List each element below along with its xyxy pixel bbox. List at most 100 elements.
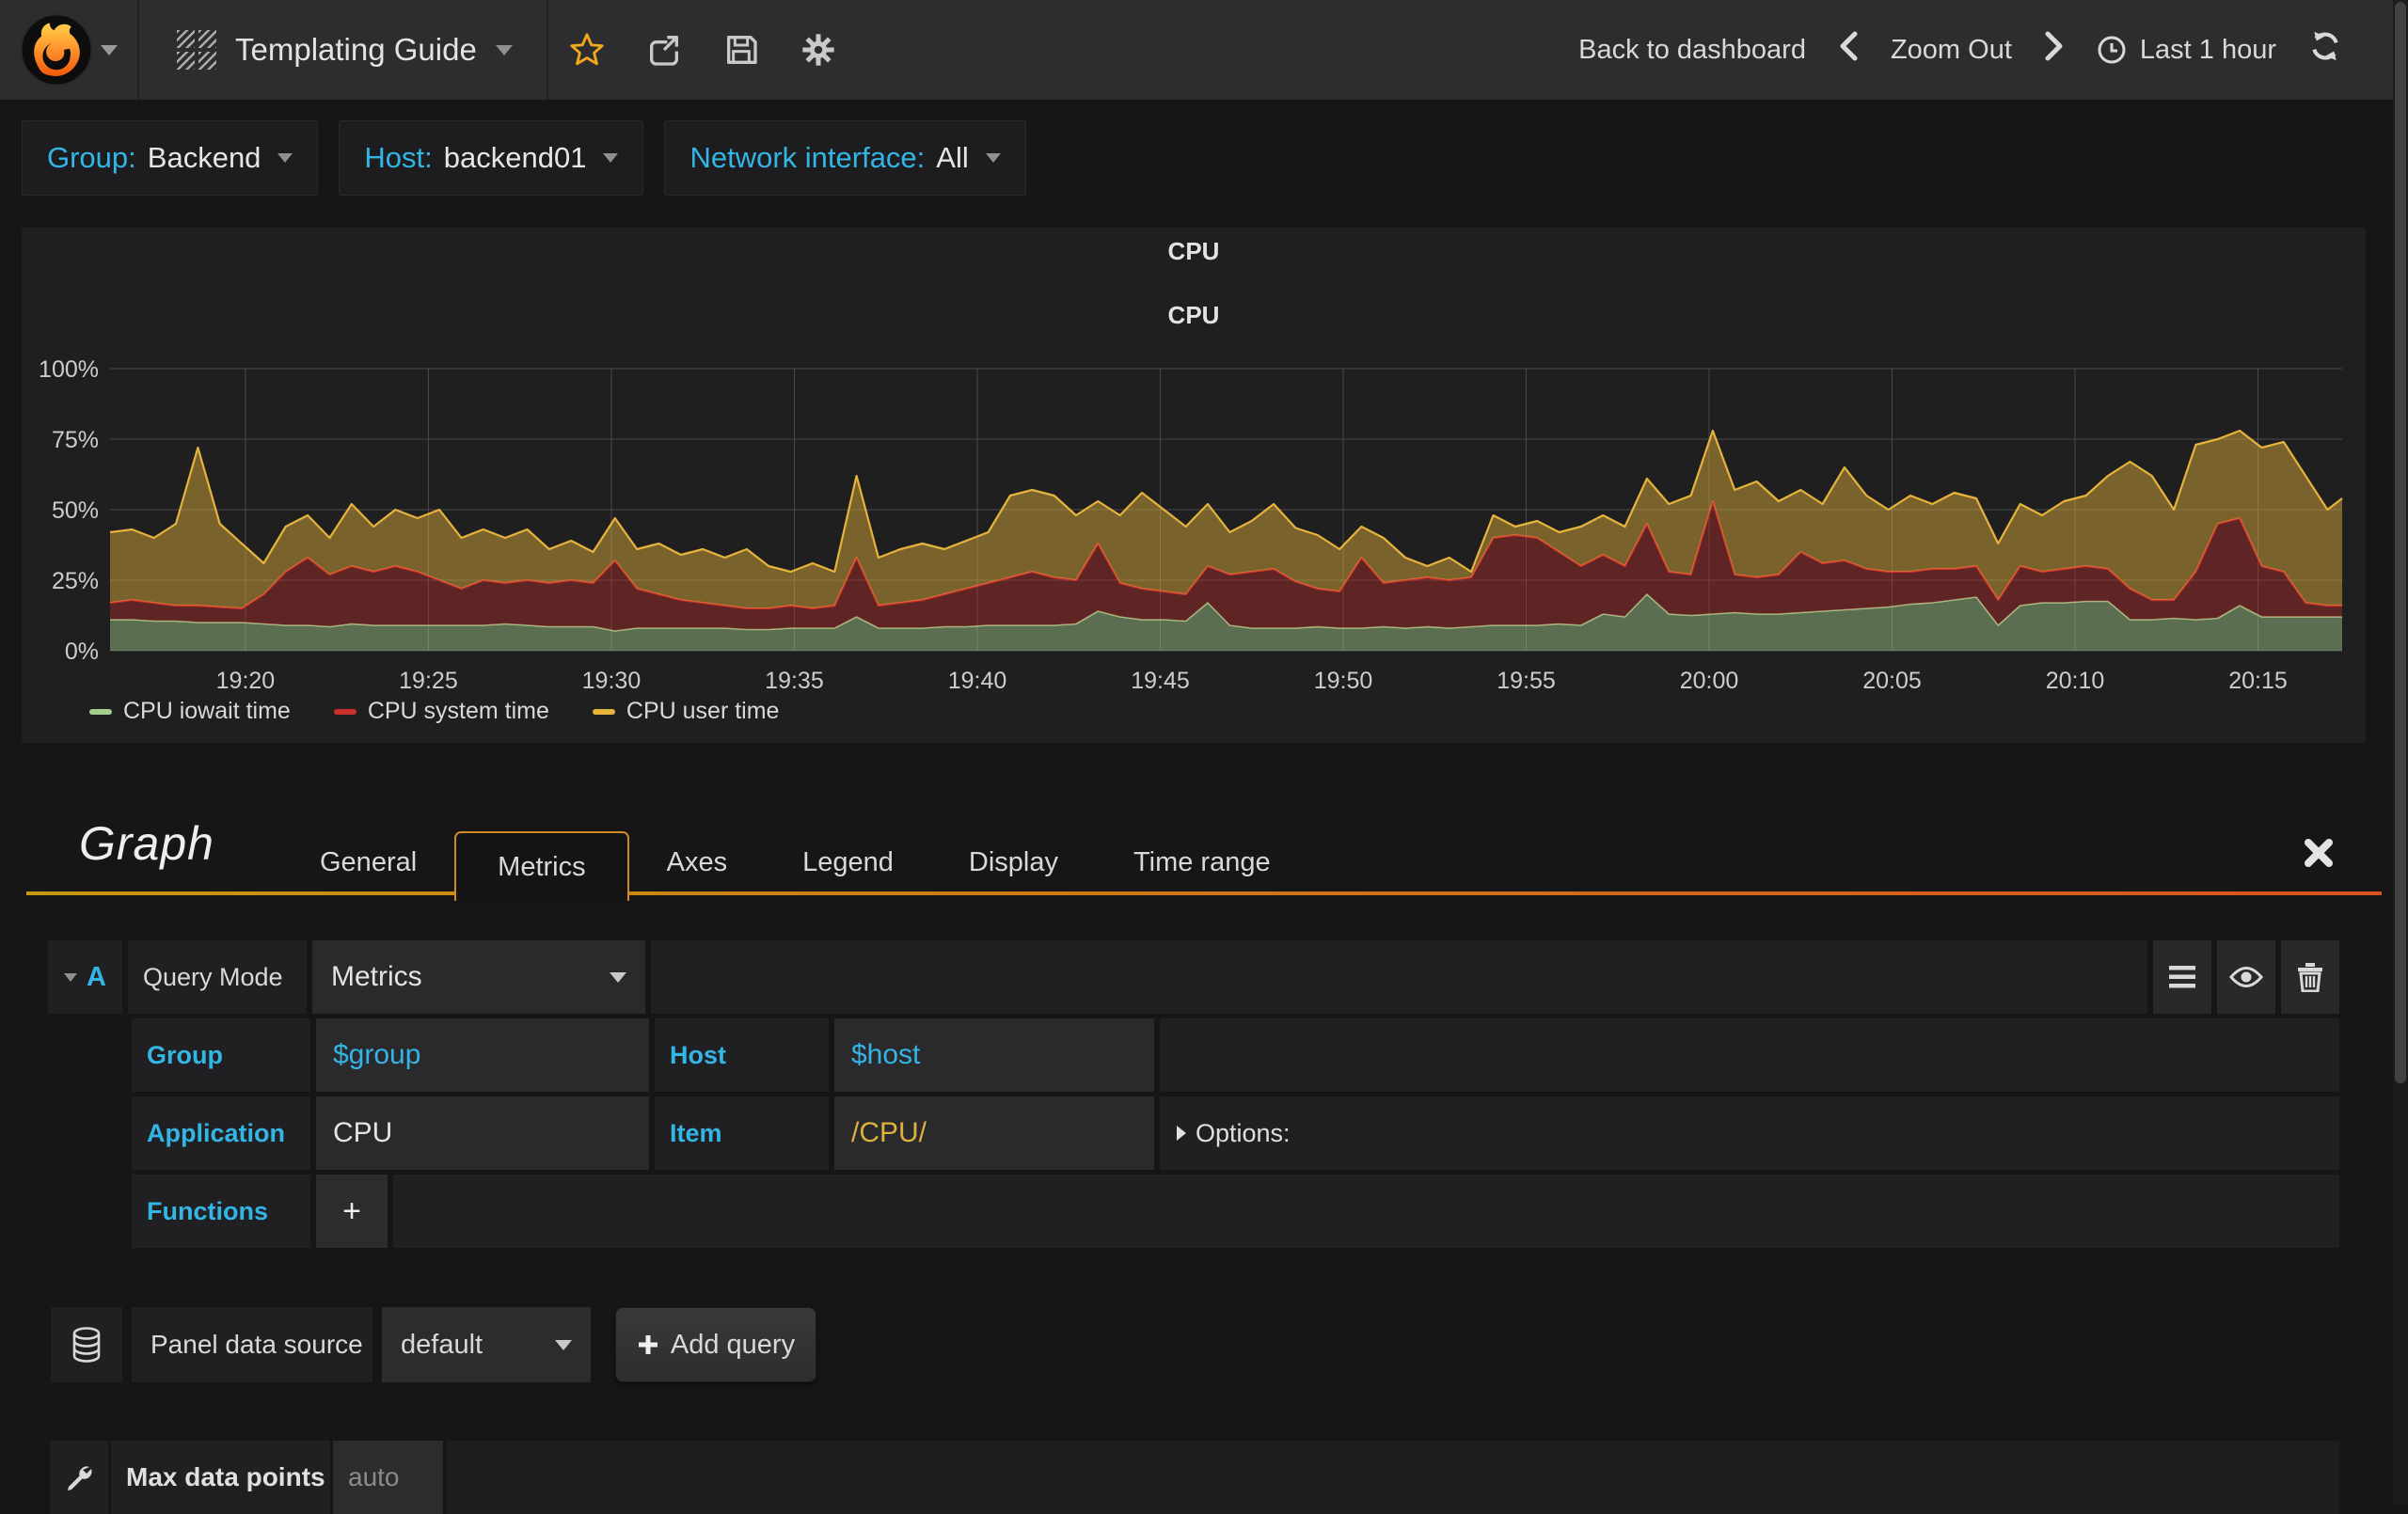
time-picker-button[interactable]: Last 1 hour bbox=[2097, 35, 2276, 66]
max-data-points-input[interactable]: auto bbox=[333, 1441, 443, 1514]
max-data-points-row: Max data points auto bbox=[50, 1441, 2339, 1514]
add-function-button[interactable]: + bbox=[316, 1175, 388, 1248]
svg-text:19:30: 19:30 bbox=[582, 668, 642, 694]
datasource-select[interactable]: default bbox=[382, 1307, 591, 1382]
query-row-spacer bbox=[651, 940, 2147, 1014]
legend-item[interactable]: CPU iowait time bbox=[89, 698, 291, 725]
back-to-dashboard-button[interactable]: Back to dashboard bbox=[1578, 34, 1806, 65]
query-ref-id: A bbox=[87, 961, 106, 992]
grafana-logo-menu[interactable] bbox=[0, 0, 139, 100]
options-toggle[interactable]: Options: bbox=[1160, 1096, 2339, 1170]
svg-text:19:25: 19:25 bbox=[399, 668, 458, 694]
svg-text:75%: 75% bbox=[52, 427, 99, 453]
tab-time-range[interactable]: Time range bbox=[1133, 846, 1271, 877]
svg-text:50%: 50% bbox=[52, 497, 99, 524]
query-row-a: A Query Mode Metrics bbox=[48, 940, 2339, 1014]
legend-label: CPU user time bbox=[626, 698, 780, 724]
datasource-value: default bbox=[401, 1329, 483, 1360]
svg-text:0%: 0% bbox=[65, 639, 99, 665]
application-input[interactable]: CPU bbox=[316, 1096, 649, 1170]
query-functions-row: Functions + bbox=[132, 1175, 2339, 1248]
refresh-button[interactable] bbox=[2308, 29, 2342, 71]
navbar: Templating Guide Back bbox=[0, 0, 2408, 100]
dashboard-title-picker[interactable]: Templating Guide bbox=[139, 0, 548, 100]
navbar-right: Back to dashboard Zoom Out Last 1 hour bbox=[1578, 0, 2342, 100]
star-button[interactable] bbox=[548, 0, 626, 100]
panel-editor-title: Graph bbox=[79, 817, 214, 870]
variable-label: Host: bbox=[364, 141, 433, 174]
legend-swatch bbox=[592, 708, 615, 715]
wrench-icon-cell bbox=[50, 1441, 108, 1514]
share-icon bbox=[649, 36, 678, 66]
svg-text:19:45: 19:45 bbox=[1131, 668, 1190, 694]
tab-display[interactable]: Display bbox=[968, 846, 1058, 877]
svg-text:19:40: 19:40 bbox=[948, 668, 1007, 694]
query-mode-label: Query Mode bbox=[128, 940, 307, 1014]
panel-title[interactable]: CPU bbox=[1167, 237, 1220, 265]
template-variables-row: Group: Backend Host: backend01 Network inter… bbox=[22, 120, 1026, 196]
legend-item[interactable]: CPU system time bbox=[333, 698, 549, 725]
svg-text:19:20: 19:20 bbox=[216, 668, 276, 694]
hamburger-icon bbox=[2169, 966, 2195, 988]
chevron-left-icon bbox=[1840, 31, 1858, 61]
svg-text:20:15: 20:15 bbox=[2228, 668, 2288, 694]
query-application-item-row: Application CPU Item /CPU/ Options: bbox=[132, 1096, 2339, 1170]
time-shift-right-button[interactable] bbox=[2044, 30, 2065, 70]
tab-general[interactable]: General bbox=[320, 846, 418, 877]
editor-close-button[interactable] bbox=[2295, 829, 2342, 876]
variable-value: Backend bbox=[147, 141, 261, 174]
scrollbar-thumb[interactable] bbox=[2395, 2, 2406, 1083]
time-shift-left-button[interactable] bbox=[1838, 30, 1859, 70]
plus-icon bbox=[638, 1335, 657, 1354]
tabbar-underline bbox=[26, 891, 2382, 895]
variable-caret-icon bbox=[277, 153, 293, 163]
legend-label: CPU iowait time bbox=[123, 698, 291, 724]
zoom-out-button[interactable]: Zoom Out bbox=[1890, 34, 2012, 65]
save-button[interactable] bbox=[703, 0, 780, 100]
variable-dropdown-0[interactable]: Group: Backend bbox=[22, 120, 319, 196]
query-collapse-toggle[interactable]: A bbox=[48, 940, 122, 1014]
svg-text:20:10: 20:10 bbox=[2046, 668, 2105, 694]
query-mode-value: Metrics bbox=[331, 961, 422, 992]
cpu-chart-svg[interactable]: 0% 25% 50% 75% 100% 19:20 19:25 19:30 19:35 19:40… bbox=[22, 228, 2366, 743]
star-icon bbox=[570, 33, 604, 66]
scrollbar-track[interactable] bbox=[2393, 0, 2408, 1505]
group-input[interactable]: $group bbox=[316, 1018, 649, 1092]
legend-swatch bbox=[89, 708, 112, 715]
legend-swatch bbox=[333, 708, 356, 715]
host-input[interactable]: $host bbox=[834, 1018, 1154, 1092]
datasource-caret-icon bbox=[555, 1339, 572, 1350]
variable-value: backend01 bbox=[443, 141, 587, 174]
grafana-menu-caret-icon bbox=[101, 44, 118, 55]
tab-axes[interactable]: Axes bbox=[666, 846, 728, 877]
svg-text:100%: 100% bbox=[39, 356, 99, 383]
select-caret-icon bbox=[610, 971, 626, 983]
variable-caret-icon bbox=[985, 153, 1001, 163]
chart-legend: CPU iowait time CPU system time CPU user t… bbox=[89, 698, 779, 725]
variable-value: All bbox=[936, 141, 969, 174]
application-label: Application bbox=[132, 1096, 310, 1170]
item-input[interactable]: /CPU/ bbox=[834, 1096, 1154, 1170]
add-query-button[interactable]: Add query bbox=[615, 1307, 816, 1382]
query-mode-select[interactable]: Metrics bbox=[312, 940, 645, 1014]
datasource-icon-cell bbox=[51, 1307, 122, 1382]
variable-dropdown-1[interactable]: Host: backend01 bbox=[339, 120, 644, 196]
legend-item[interactable]: CPU user time bbox=[592, 698, 780, 725]
collapse-caret-icon bbox=[64, 972, 78, 982]
legend-label: CPU system time bbox=[367, 698, 549, 724]
tab-legend[interactable]: Legend bbox=[802, 846, 894, 877]
query-menu-button[interactable] bbox=[2153, 940, 2211, 1014]
grafana-logo-icon bbox=[20, 13, 93, 87]
settings-button[interactable] bbox=[780, 0, 857, 100]
query-toggle-visibility-button[interactable] bbox=[2217, 940, 2275, 1014]
variable-label: Group: bbox=[47, 141, 136, 174]
functions-label: Functions bbox=[132, 1175, 310, 1248]
query-delete-button[interactable] bbox=[2281, 940, 2339, 1014]
max-data-points-spacer bbox=[446, 1441, 2339, 1514]
variable-dropdown-2[interactable]: Network interface: All bbox=[664, 120, 1026, 196]
add-query-label: Add query bbox=[670, 1329, 796, 1360]
tab-metrics[interactable]: Metrics bbox=[454, 831, 629, 901]
options-label: Options: bbox=[1196, 1118, 1291, 1147]
share-button[interactable] bbox=[626, 0, 703, 100]
svg-text:19:55: 19:55 bbox=[1497, 668, 1556, 694]
